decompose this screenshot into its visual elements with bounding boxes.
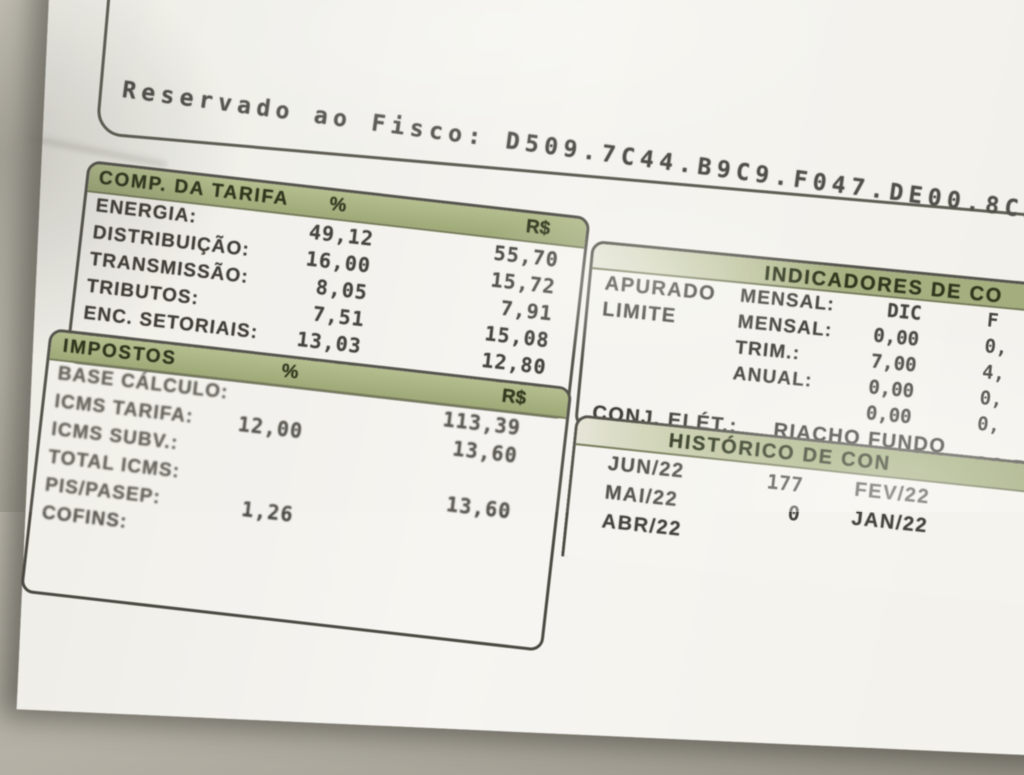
indicator-fic-value: 0, — [976, 412, 1001, 437]
tariff-percent-column-header: % — [328, 193, 348, 217]
tariff-currency-column-header: R$ — [524, 216, 552, 240]
taxes-currency-column-header: R$ — [500, 385, 528, 410]
indicator-fic-value: 0, — [978, 386, 1004, 412]
indicator-fic-value: 4, — [981, 361, 1006, 386]
photo-stage: Reservado ao Fisco: D509.7C44.B9C9.F047.… — [16, 0, 1024, 775]
history-month: JUN/22 — [606, 452, 686, 483]
taxes-percent-column-header: % — [280, 360, 300, 384]
indicator-fic-value: 0, — [983, 335, 1009, 360]
history-month: FEV/22 — [853, 478, 932, 509]
indicator-fic-column: F — [986, 309, 1000, 333]
